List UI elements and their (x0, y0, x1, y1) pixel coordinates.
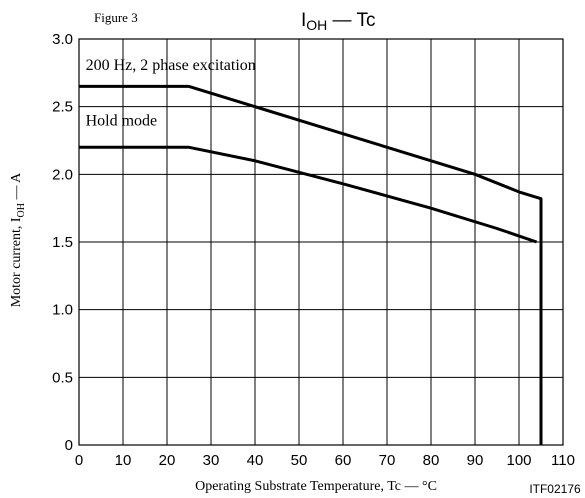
y-tick-label: 2.5 (52, 99, 73, 116)
plot-frame (78, 38, 564, 446)
y-tick-label: 3.0 (52, 31, 73, 48)
x-tick-label: 50 (291, 452, 308, 469)
x-axis-label: Operating Substrate Temperature, Tc — °C (195, 479, 437, 494)
y-tick-label: 2.0 (52, 166, 73, 183)
chart-title: IOH — Tc (301, 10, 376, 33)
x-tick-label: 100 (506, 452, 531, 469)
title-subscript: OH (306, 17, 327, 33)
x-tick-label: 20 (159, 452, 176, 469)
x-tick-label: 80 (423, 452, 440, 469)
y-axis-label-main: Motor current, I (9, 217, 24, 307)
series-lines (79, 84, 543, 445)
title-main: I (301, 10, 306, 31)
y-tick-label: 1.5 (52, 234, 73, 251)
x-tick-label: 110 (551, 452, 575, 469)
figure-code: ITF02176 (529, 482, 581, 496)
y-tick-label: 1.0 (52, 302, 73, 319)
x-tick-label: 30 (203, 452, 220, 469)
x-tick-label: 0 (75, 452, 83, 469)
y-axis-label: Motor current, IOH — A (9, 172, 27, 307)
figure-label: Figure 3 (94, 10, 138, 25)
y-tick-label: 0.5 (52, 369, 73, 386)
x-tick-label: 90 (467, 452, 484, 469)
x-tick-label: 60 (335, 452, 352, 469)
tick-labels: 0 10 20 30 40 50 60 70 80 90 100 110 0 0.5 1.0 1.5 2.0 2.… (52, 31, 575, 469)
x-tick-label: 40 (247, 452, 264, 469)
series-labels: 200 Hz, 2 phase excitation Hold mode (86, 57, 256, 129)
series-line-2 (79, 145, 538, 244)
series-label-2: Hold mode (86, 113, 158, 130)
plot-border (78, 38, 564, 446)
series-label-1: 200 Hz, 2 phase excitation (86, 57, 256, 74)
x-tick-label: 10 (115, 452, 132, 469)
title-rest: — Tc (327, 10, 375, 31)
y-axis-label-rest: — A (9, 172, 24, 203)
series-line-1 (79, 84, 543, 445)
x-tick-label: 70 (379, 452, 396, 469)
grid (79, 39, 563, 445)
y-tick-label: 0 (65, 437, 73, 454)
y-axis-label-subscript: OH (16, 203, 27, 217)
